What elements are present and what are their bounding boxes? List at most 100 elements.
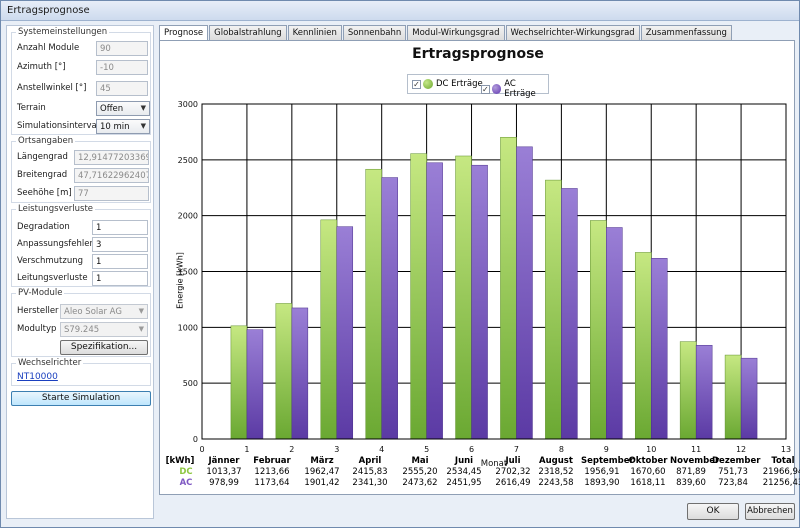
- bar-ac: [246, 329, 264, 440]
- x-tick-label: 1: [244, 445, 249, 454]
- legend-dc-label: DC Erträge: [436, 79, 483, 89]
- bar-ac: [471, 164, 488, 440]
- chart-legend: ✓ DC Erträge ✓ AC Erträge: [407, 74, 549, 99]
- bar-dc: [275, 303, 293, 440]
- bar-dc: [679, 341, 697, 440]
- table-cell: 2341,30: [352, 478, 388, 488]
- legend-dc-dot: [423, 79, 433, 89]
- anpassungsfehler-field[interactable]: 3: [92, 237, 148, 252]
- title-bar: Ertragsprognose: [1, 1, 799, 21]
- degradation-field[interactable]: 1: [92, 220, 148, 235]
- anzahl-label: Anzahl Module: [17, 43, 80, 53]
- laengengrad-field[interactable]: 12,9147720336914: [74, 150, 149, 165]
- verschmutzung-field[interactable]: 1: [92, 254, 148, 269]
- group-title-verluste: Leistungsverluste: [16, 204, 96, 214]
- checkbox-dc[interactable]: ✓: [412, 79, 421, 89]
- checkbox-ac[interactable]: ✓: [481, 84, 490, 94]
- bar-ac: [426, 162, 443, 440]
- bar-ac: [650, 258, 668, 440]
- breitengrad-field[interactable]: 47,716229624073: [74, 168, 149, 183]
- table-col-header: Juni: [454, 456, 474, 466]
- table-col-header: Jänner: [208, 456, 240, 466]
- wechselrichter-link[interactable]: NT10000: [17, 372, 58, 382]
- table-cell: 2616,49: [495, 478, 531, 488]
- table-col-header: März: [310, 456, 334, 466]
- cancel-button[interactable]: Abbrechen: [745, 503, 795, 520]
- table-cell: 2702,32: [495, 467, 531, 477]
- table-col-header: April: [358, 456, 382, 466]
- group-title-wr: Wechselrichter: [16, 358, 84, 368]
- terrain-label: Terrain: [17, 103, 46, 113]
- tab-zusammenfassung[interactable]: Zusammenfassung: [640, 25, 732, 40]
- y-tick-label: 2000: [178, 212, 198, 221]
- modultyp-select[interactable]: S79.245 ▼: [60, 322, 148, 337]
- laengengrad-label: Längengrad: [17, 152, 68, 162]
- tab-modul-wirkungsgrad[interactable]: Modul-Wirkungsgrad: [407, 25, 505, 40]
- y-tick-label: 0: [193, 435, 198, 444]
- tab-sonnenbahn[interactable]: Sonnenbahn: [342, 25, 407, 40]
- azimuth-field[interactable]: -10: [96, 60, 148, 75]
- table-cell: 2243,58: [538, 478, 574, 488]
- ok-button[interactable]: OK: [687, 503, 739, 520]
- table-col-header: Februar: [253, 456, 291, 466]
- y-tick-label: 1000: [178, 323, 198, 332]
- group-leistungsverluste: Leistungsverluste Degradation 1 Anpassun…: [11, 204, 151, 287]
- hersteller-select[interactable]: Aleo Solar AG ▼: [60, 304, 148, 319]
- table-col-header: Mai: [411, 456, 429, 466]
- table-cell: 1013,37: [206, 467, 242, 477]
- terrain-value: Offen: [100, 104, 124, 114]
- anstellwinkel-label: Anstellwinkel [°]: [17, 83, 87, 93]
- bar-dc: [634, 252, 652, 440]
- chevron-down-icon: ▼: [138, 307, 144, 315]
- table-cell: 871,89: [676, 467, 706, 477]
- table-col-header: Oktober: [628, 456, 668, 466]
- anzahl-module-field[interactable]: 90: [96, 41, 148, 56]
- anpassungsfehler-label: Anpassungsfehler: [17, 239, 93, 249]
- table-cell: 2555,20: [402, 467, 438, 477]
- table-cell: 1956,91: [584, 467, 620, 477]
- table-cell: 2451,95: [446, 478, 482, 488]
- x-tick-label: 11: [691, 445, 701, 454]
- x-tick-label: 6: [469, 445, 474, 454]
- seehoehe-label: Seehöhe [m]: [17, 188, 72, 198]
- legend-ac[interactable]: ✓ AC Erträge: [481, 79, 548, 99]
- spezifikation-button[interactable]: Spezifikation...: [60, 340, 148, 355]
- seehoehe-field[interactable]: 77: [74, 186, 149, 201]
- bar-dc: [320, 219, 338, 440]
- tab-wechselrichter-wirkungsgrad[interactable]: Wechselrichter-Wirkungsgrad: [505, 25, 640, 40]
- table-col-header: November: [670, 456, 720, 466]
- table-row-label-ac: AC: [179, 478, 193, 488]
- legend-dc[interactable]: ✓ DC Erträge: [412, 79, 483, 89]
- bar-chart: 0 1 2 3 4 5 6 7 8 9 10 11 12 130500100015002000250030…: [178, 100, 791, 469]
- start-simulation-button[interactable]: Starte Simulation: [11, 391, 151, 406]
- interval-select[interactable]: 10 min ▼: [96, 119, 150, 134]
- dialog-footer: OK Abbrechen: [1, 498, 799, 528]
- table-col-header: Juli: [505, 456, 521, 466]
- anstellwinkel-field[interactable]: 45: [96, 81, 148, 96]
- x-tick-label: 3: [334, 445, 339, 454]
- table-cell: 2415,83: [352, 467, 388, 477]
- terrain-select[interactable]: Offen ▼: [96, 101, 150, 116]
- chevron-down-icon: ▼: [138, 325, 144, 333]
- tab-globalstrahlung[interactable]: Globalstrahlung: [209, 25, 287, 40]
- tab-prognose[interactable]: Prognose: [159, 25, 209, 41]
- leitungsverluste-field[interactable]: 1: [92, 271, 148, 286]
- breitengrad-label: Breitengrad: [17, 170, 68, 180]
- table-cell: 1962,47: [304, 467, 340, 477]
- table-col-header: Dezember: [712, 456, 761, 466]
- bar-ac: [561, 188, 578, 440]
- bar-ac: [336, 226, 354, 440]
- bar-dc: [500, 136, 517, 440]
- hersteller-label: Hersteller: [17, 306, 59, 316]
- x-tick-label: 7: [514, 445, 519, 454]
- interval-value: 10 min: [100, 122, 130, 132]
- table-cell: 839,60: [676, 478, 706, 488]
- table-cell: 723,84: [718, 478, 748, 488]
- x-tick-label: 0: [199, 445, 204, 454]
- bar-dc: [230, 325, 248, 440]
- group-ortsangaben: Ortsangaben Längengrad 12,9147720336914 …: [11, 136, 151, 203]
- tab-kennlinien[interactable]: Kennlinien: [287, 25, 342, 40]
- table-row-label-dc: DC: [179, 467, 193, 477]
- table-cell: 2318,52: [538, 467, 574, 477]
